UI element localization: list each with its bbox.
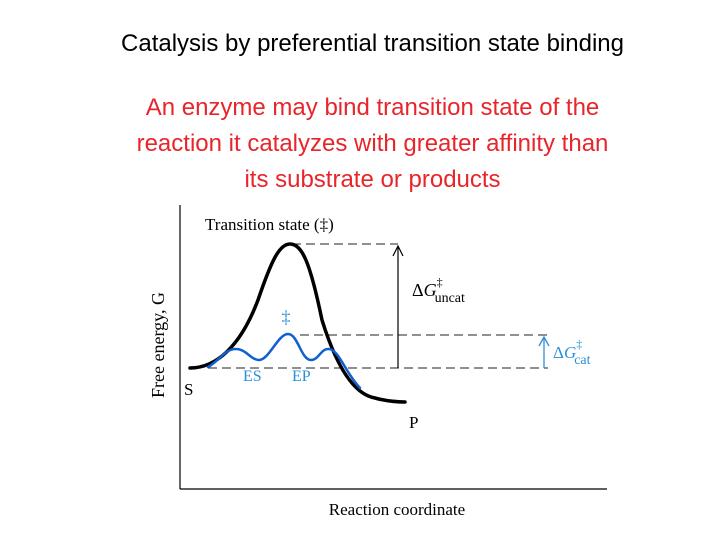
slide-title: Catalysis by preferential transition sta… [121,30,624,57]
slide-subtitle: An enzyme may bind transition state of t… [0,90,720,198]
label-product: P [409,413,418,432]
label-substrate: S [184,380,193,399]
y-axis-label: Free energy, G [148,292,168,398]
delta-g-cat-arrowhead [538,335,550,347]
subtitle-line-3: its substrate or products [244,166,501,193]
transition-state-label: Transition state (‡) [205,215,334,234]
label-ep: EP [292,368,311,385]
delta-g-cat-label: ΔG‡ cat [553,337,591,368]
delta-g-uncat-arrowhead [392,244,404,257]
catalyzed-ts-symbol: ‡ [282,307,291,327]
delta-g-uncat-label: ΔG‡ uncat [412,275,465,306]
subtitle-line-1: An enzyme may bind transition state of t… [145,94,600,121]
catalyzed-curve [206,332,362,390]
x-axis-label: Reaction coordinate [329,500,465,519]
subtitle-line-2: reaction it catalyzes with greater affin… [136,130,609,157]
label-es: ES [243,368,262,385]
uncatalyzed-curve [188,242,407,404]
